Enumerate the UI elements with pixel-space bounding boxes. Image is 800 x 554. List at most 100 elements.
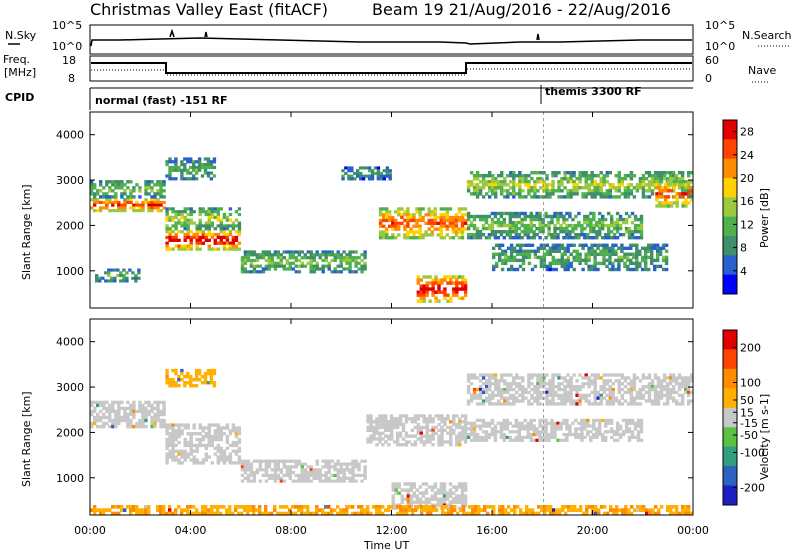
data-cell [636,223,641,228]
data-cell [511,214,515,219]
data-cell [457,210,462,214]
data-cell [515,243,520,247]
data-cell [168,440,172,445]
data-cell [690,180,694,184]
data-cell [153,183,157,187]
data-cell [504,511,508,516]
data-cell [644,252,648,256]
data-cell [134,274,138,278]
data-cell [499,220,504,225]
data-cell [635,376,640,380]
data-cell [578,174,582,178]
data-cell [252,250,257,254]
data-cell [511,211,515,216]
data-cell [601,438,605,442]
data-cell [530,396,534,400]
data-cell [529,435,533,439]
velocity-y-tick-label: 1000 [56,472,84,485]
data-cell [437,422,441,427]
data-cell [433,497,438,501]
data-cell [650,177,655,181]
data-cell [385,227,389,231]
data-cell [439,485,444,489]
data-cell [571,223,575,228]
data-cell [388,169,392,173]
data-cell [690,390,694,395]
data-cell [396,511,400,516]
data-cell [330,465,334,469]
data-cell [529,223,533,228]
data-cell [159,508,163,512]
data-cell [120,203,124,207]
data-cell [626,267,630,272]
data-cell [639,230,644,234]
data-cell [291,267,295,271]
data-cell [598,424,602,428]
data-cell [604,418,608,422]
data-cell [509,192,513,196]
data-cell [641,393,646,397]
data-cell [491,183,495,187]
data-cell [162,403,166,408]
data-cell [276,459,280,463]
data-cell [569,390,573,395]
data-cell [203,163,208,167]
data-cell [610,418,614,422]
data-cell [353,171,357,175]
data-cell [406,488,410,492]
data-cell [99,409,103,414]
data-cell [129,508,133,512]
data-cell [605,192,609,196]
data-cell [189,207,193,211]
data-cell [384,434,388,438]
data-cell [565,236,569,240]
data-cell [481,382,486,386]
data-cell [615,430,620,434]
data-cell [666,186,671,190]
data-cell [521,180,525,184]
data-cell [228,218,233,222]
data-cell [457,215,462,220]
data-cell [93,400,97,405]
data-cell [605,379,609,383]
data-cell [333,256,337,260]
data-cell [449,275,453,279]
data-cell [273,476,278,480]
data-cell [620,387,624,392]
data-cell [491,382,495,386]
data-cell [524,390,528,395]
data-cell [529,438,533,442]
data-cell [681,183,685,187]
data-cell [442,221,446,225]
data-cell [466,189,471,193]
data-cell [530,243,535,247]
data-cell [484,435,489,439]
data-cell [207,429,211,433]
data-cell [533,249,538,253]
data-cell [507,511,511,516]
data-cell [551,393,555,397]
data-cell [508,438,512,442]
data-cell [246,505,250,509]
data-cell [390,431,394,435]
data-cell [399,505,403,509]
data-cell [359,174,363,178]
data-cell [177,165,181,170]
data-cell [641,183,646,187]
data-cell [288,473,292,477]
data-cell [513,505,517,509]
data-cell [492,264,496,269]
data-cell [653,258,657,263]
data-cell [428,428,432,432]
data-cell [463,437,468,441]
data-cell [186,221,190,225]
data-cell [197,157,202,161]
data-cell [500,174,504,178]
data-cell [360,270,364,274]
data-cell [90,183,94,187]
data-cell [515,396,519,400]
data-cell [501,508,505,512]
data-cell [677,177,682,181]
data-cell [162,421,166,426]
data-cell [674,376,679,380]
